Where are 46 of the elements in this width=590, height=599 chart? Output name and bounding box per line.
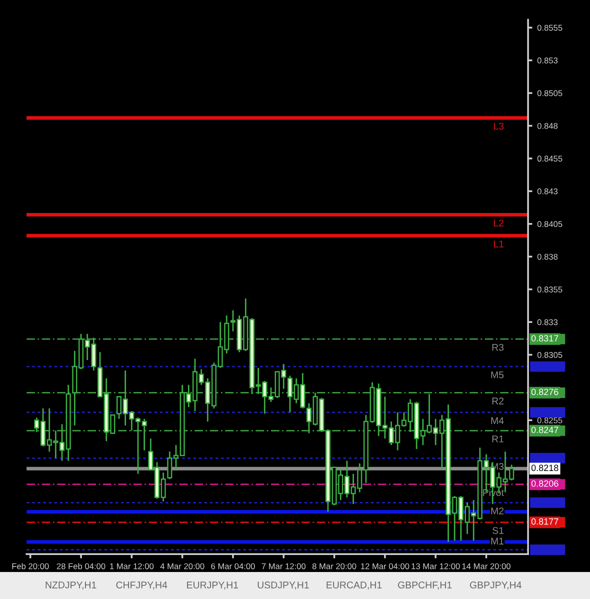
ref-line-label: M5: [491, 371, 504, 378]
text: 0.8247: [531, 426, 558, 434]
x-tick-label: 6 Mar 04:00: [211, 563, 255, 570]
y-tick-label: 0.8305: [537, 352, 562, 358]
y-tick-label: 0.853: [537, 58, 558, 64]
y-tick-label: 0.8405: [537, 221, 562, 228]
text: 0.8206: [531, 480, 558, 487]
text: GBPCHF,H1: [398, 582, 452, 590]
text: EURCAD,H1: [326, 582, 382, 590]
y-tick-label: 0.843: [537, 188, 558, 194]
text: GBPJPY,H4: [470, 582, 522, 590]
x-tick-label: 4 Mar 20:00: [160, 563, 204, 570]
x-tick-label: 8 Mar 20:00: [312, 563, 356, 570]
ref-line-label: L2: [494, 220, 504, 226]
x-tick-label: Feb 20:00: [12, 563, 49, 570]
ref-line-label: S1: [492, 527, 504, 534]
y-tick-label: 0.848: [537, 122, 558, 129]
x-tick-label: 13 Mar 12:00: [412, 563, 460, 570]
y-tick-label: 0.8555: [537, 24, 562, 31]
ref-line-label: R3: [492, 344, 504, 351]
ref-line-label: M2: [491, 507, 504, 514]
ref-line-label: L1: [494, 240, 504, 248]
ref-line-label: M4: [491, 417, 504, 424]
ref-line-label: R2: [492, 398, 504, 404]
x-tick-label: 7 Mar 12:00: [262, 563, 306, 570]
text: CHFJPY,H4: [116, 582, 168, 590]
y-tick-label: 0.8455: [537, 156, 562, 162]
text: USDJPY,H1: [258, 582, 309, 590]
y-tick-label: 0.8255: [537, 417, 562, 424]
y-tick-label: 0.838: [537, 254, 558, 260]
ref-line-label: R1: [492, 436, 504, 442]
y-tick-label: 0.8355: [537, 286, 562, 292]
ref-line-label: L3: [494, 122, 504, 130]
x-tick-label: 12 Mar 04:00: [361, 563, 410, 570]
text: NZDJPY,H1: [46, 582, 96, 590]
text: EURJPY,H1: [187, 582, 238, 590]
y-tick-label: 0.833: [537, 319, 558, 326]
text: 0.8317: [531, 335, 558, 342]
text: 0.8218: [531, 464, 558, 472]
x-tick-label: 28 Feb 04:00: [56, 563, 106, 570]
x-tick-label: 1 Mar 12:00: [110, 563, 154, 570]
ref-line-label: M1: [491, 538, 504, 544]
x-tick-label: 14 Mar 20:00: [462, 563, 510, 570]
y-tick-label: 0.8505: [537, 90, 562, 96]
text: 0.8177: [531, 518, 558, 525]
text: 0.8276: [531, 388, 558, 396]
